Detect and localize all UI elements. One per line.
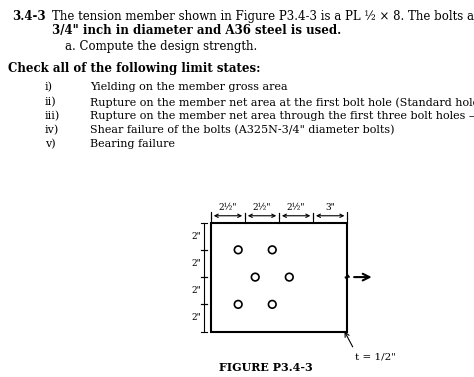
Text: Yielding on the member gross area: Yielding on the member gross area [90,82,288,92]
Text: 2": 2" [191,286,201,295]
Circle shape [285,273,293,281]
Text: Shear failure of the bolts (A325N-3/4" diameter bolts): Shear failure of the bolts (A325N-3/4" d… [90,125,394,135]
Text: 2½": 2½" [287,203,305,211]
Text: t = 1/2": t = 1/2" [356,352,396,361]
Text: 3/4" inch in diameter and A36 steel is used.: 3/4" inch in diameter and A36 steel is u… [52,24,341,37]
Text: Rupture on the member net area through the first three bolt holes – staggered pa: Rupture on the member net area through t… [90,111,474,121]
Circle shape [268,300,276,308]
Circle shape [251,273,259,281]
Text: 3": 3" [325,203,335,211]
Text: 2": 2" [191,259,201,268]
Text: ii): ii) [45,97,56,107]
Text: Check all of the following limit states:: Check all of the following limit states: [8,62,261,75]
Circle shape [234,300,242,308]
Text: 2½": 2½" [253,203,271,211]
Text: iii): iii) [45,111,60,121]
Text: iv): iv) [45,125,59,135]
Text: The tension member shown in Figure P3.4-3 is a PL ½ × 8. The bolts are: The tension member shown in Figure P3.4-… [52,10,474,23]
Text: Bearing failure: Bearing failure [90,139,175,149]
Text: 2": 2" [191,314,201,322]
Text: FIGURE P3.4-3: FIGURE P3.4-3 [219,362,312,372]
Circle shape [268,246,276,254]
Text: a. Compute the design strength.: a. Compute the design strength. [65,40,257,53]
Bar [211,222,347,332]
Text: Rupture on the member net area at the first bolt hole (Standard holes are used): Rupture on the member net area at the fi… [90,97,474,107]
Text: 3.4-3: 3.4-3 [12,10,46,23]
Text: 2½": 2½" [219,203,237,211]
Text: 2": 2" [191,232,201,241]
Circle shape [234,246,242,254]
Text: v): v) [45,139,55,149]
Text: i): i) [45,82,53,92]
